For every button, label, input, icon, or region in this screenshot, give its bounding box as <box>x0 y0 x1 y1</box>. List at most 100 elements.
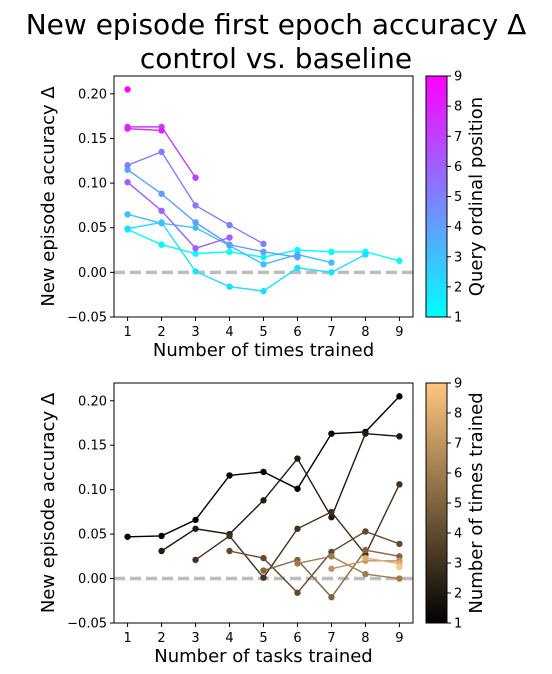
colorbar-tick-label: 3 <box>454 250 462 265</box>
data-point <box>158 220 165 227</box>
colorbar: 1 2 3 4 5 6 7 8 9 Query ordinal position <box>425 70 487 326</box>
data-point <box>192 516 199 524</box>
data-point <box>124 162 131 169</box>
data-point <box>260 497 267 504</box>
x-tick-label: 1 <box>123 325 131 340</box>
x-tick-label: 8 <box>361 325 369 340</box>
data-point <box>328 553 335 560</box>
colorbar-label: Query ordinal position <box>466 97 487 296</box>
x-tick-label: 7 <box>327 631 335 646</box>
y-tick-label: 0.20 <box>78 394 107 409</box>
data-point <box>192 250 199 257</box>
data-point <box>226 221 233 229</box>
data-point <box>328 269 335 276</box>
data-point <box>396 575 403 582</box>
data-point <box>362 528 369 535</box>
series-line-8 <box>127 127 162 132</box>
data-point <box>294 264 301 272</box>
colorbar-tick-label: 9 <box>454 377 462 392</box>
series-6 <box>124 179 233 252</box>
colorbar-label: Number of times trained <box>466 392 487 613</box>
axes-frame <box>113 75 414 318</box>
chart-query-position: 1 2 3 4 5 6 7 8 9 −0.05 0.00 0.05 0.10 0.15 0.20 Number… <box>38 70 487 362</box>
x-tick-label: 9 <box>395 325 403 340</box>
data-point <box>396 553 403 560</box>
data-point <box>226 241 233 248</box>
series-2 <box>158 430 403 555</box>
colorbar-gradient <box>425 75 448 318</box>
data-point <box>260 253 267 261</box>
data-point <box>158 190 165 198</box>
x-tick-label: 6 <box>293 325 301 340</box>
data-point <box>328 548 335 556</box>
x-tick-label: 7 <box>327 325 335 340</box>
data-point <box>192 525 199 532</box>
figure-title-line1: New episode first epoch accuracy Δ <box>25 8 527 41</box>
data-point <box>294 525 301 532</box>
data-point <box>192 224 199 231</box>
y-tick-label: −0.05 <box>67 617 107 632</box>
data-point <box>294 455 301 462</box>
data-point <box>396 563 403 571</box>
data-point <box>294 246 301 254</box>
x-tick-label: 2 <box>157 631 165 646</box>
x-tick-label: 6 <box>293 631 301 646</box>
x-axis-label: Number of times trained <box>153 340 374 361</box>
data-point <box>158 127 165 134</box>
data-point <box>362 570 369 578</box>
data-point <box>294 560 301 567</box>
colorbar-tick-label: 1 <box>454 311 462 326</box>
colorbar-tick-label: 2 <box>454 587 462 602</box>
x-tick-label: 9 <box>395 631 403 646</box>
data-point <box>192 202 199 209</box>
data-point <box>158 532 165 540</box>
series-line-4 <box>229 530 400 594</box>
data-point <box>192 556 199 564</box>
data-point <box>124 533 131 540</box>
series-9 <box>396 563 403 571</box>
data-point <box>362 251 369 258</box>
data-point <box>192 268 199 275</box>
data-point <box>260 261 267 268</box>
y-tick-label: 0.10 <box>78 177 107 192</box>
x-tick-label: 3 <box>191 325 199 340</box>
x-tick-label: 8 <box>361 631 369 646</box>
data-point <box>226 547 233 555</box>
series-8 <box>124 125 165 134</box>
data-point <box>226 283 233 290</box>
colorbar-tick-label: 5 <box>454 190 462 205</box>
x-axis-label: Number of tasks trained <box>154 646 373 667</box>
data-point <box>328 565 335 572</box>
series-line-4 <box>127 169 298 258</box>
data-point <box>328 508 335 516</box>
data-point <box>226 532 233 540</box>
colorbar-tick-label: 7 <box>454 130 462 145</box>
data-point <box>192 219 199 226</box>
data-point <box>396 393 403 400</box>
y-tick-label: 0.00 <box>78 572 107 587</box>
data-point <box>124 179 131 186</box>
x-tick-label: 4 <box>225 325 233 340</box>
colorbar-tick-label: 6 <box>454 467 462 482</box>
colorbar-tick-label: 3 <box>454 557 462 572</box>
y-axis-label: New episode accuracy Δ <box>38 86 59 307</box>
x-tick-label: 5 <box>259 325 267 340</box>
data-point <box>226 248 233 256</box>
figure-title-line2: control vs. baseline <box>139 42 413 75</box>
data-point <box>124 225 131 232</box>
series-9 <box>124 86 131 93</box>
data-point <box>260 240 267 248</box>
series-line-2 <box>161 432 400 552</box>
data-point <box>192 174 199 181</box>
colorbar-tick-label: 7 <box>454 437 462 452</box>
data-point <box>396 481 403 488</box>
data-point <box>260 468 267 476</box>
colorbar-tick-label: 5 <box>454 497 462 512</box>
data-point <box>328 594 335 601</box>
data-point <box>294 589 301 596</box>
series-2 <box>124 219 369 295</box>
data-point <box>192 245 199 252</box>
data-point <box>260 554 267 562</box>
series-line-2 <box>127 221 366 292</box>
y-tick-label: −0.05 <box>67 311 107 326</box>
